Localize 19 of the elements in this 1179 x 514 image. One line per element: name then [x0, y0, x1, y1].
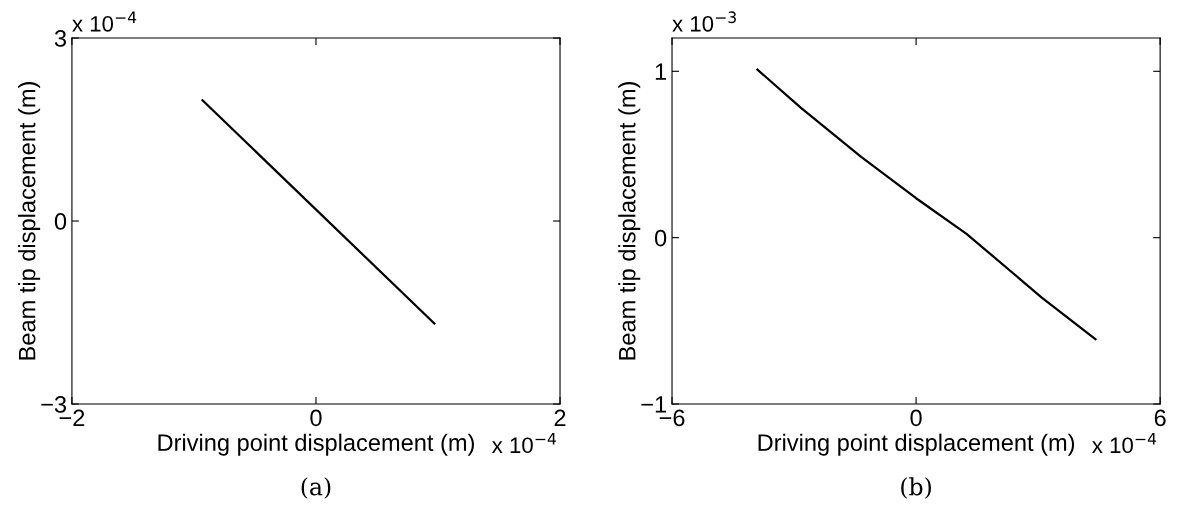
x-tick-label: 2: [554, 409, 566, 426]
text: x 10$^{−4}$: [491, 433, 556, 454]
x-tick-label: 0: [910, 409, 922, 427]
x-axis-title: Driving point displacement (m): [158, 433, 474, 456]
text: (b): [901, 477, 931, 499]
y-tick-label: 3: [54, 30, 67, 47]
text: x 10$^{−4}$: [1092, 433, 1157, 454]
x-axis-title: Driving point displacement (m): [758, 433, 1075, 456]
y-axis-title: Beam tip displacement (m): [618, 82, 641, 360]
y-tick-label: 0: [54, 213, 67, 230]
text: (a): [301, 477, 331, 499]
x-tick-label: 6: [1154, 409, 1166, 427]
text: x 10$^{−4}$: [72, 11, 137, 32]
y-tick-label: 0: [654, 229, 667, 247]
text: x 10$^{−3}$: [672, 11, 736, 32]
line-series: [756, 68, 1097, 341]
y-axis-title: Beam tip displacement (m): [18, 82, 41, 360]
y-tick-label: 1: [655, 63, 667, 80]
x-tick-label: 0: [310, 409, 322, 427]
